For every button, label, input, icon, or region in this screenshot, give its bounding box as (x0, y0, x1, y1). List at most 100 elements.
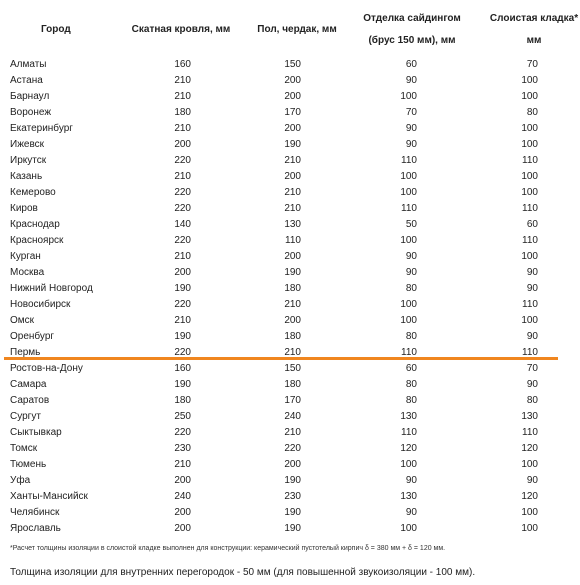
cell-masonry: 120 (521, 443, 538, 454)
footnote: *Расчет толщины изоляции в слоистой клад… (10, 545, 446, 552)
table-row: Ижевск 200 190 90 100 (0, 137, 580, 153)
cell-city: Челябинск (10, 507, 60, 518)
cell-masonry: 100 (521, 315, 538, 326)
table-row: Омск 210 200 100 100 (0, 313, 580, 329)
table-row: Пермь 220 210 110 110 (0, 345, 580, 361)
table-row: Алматы 160 150 60 70 (0, 57, 580, 73)
cell-masonry: 100 (521, 251, 538, 262)
cell-masonry: 70 (526, 59, 538, 70)
header-floor-attic: Пол, чердак, мм (257, 24, 337, 35)
cell-city: Сыктывкар (10, 427, 62, 438)
cell-pitched-roof: 200 (174, 523, 191, 534)
cell-city: Томск (10, 443, 38, 454)
cell-siding: 100 (400, 171, 417, 182)
cell-floor-attic: 170 (284, 395, 301, 406)
cell-siding: 90 (405, 507, 417, 518)
cell-floor-attic: 180 (284, 379, 301, 390)
cell-pitched-roof: 220 (174, 427, 191, 438)
header-masonry-line2: мм (526, 35, 542, 46)
header-city: Город (41, 24, 71, 35)
cell-pitched-roof: 220 (174, 187, 191, 198)
table-row: Ханты-Мансийск 240 230 130 120 (0, 489, 580, 505)
table-row: Сургут 250 240 130 130 (0, 409, 580, 425)
cell-siding: 130 (400, 491, 417, 502)
table-body: Алматы 160 150 60 70 Астана 210 200 90 100 Барнаул… (0, 57, 580, 537)
cell-siding: 70 (405, 107, 417, 118)
cell-floor-attic: 190 (284, 507, 301, 518)
cell-masonry: 100 (521, 507, 538, 518)
table-row: Саратов 180 170 80 80 (0, 393, 580, 409)
cell-floor-attic: 190 (284, 267, 301, 278)
cell-city: Алматы (10, 59, 47, 70)
cell-city: Иркутск (10, 155, 47, 166)
cell-floor-attic: 200 (284, 75, 301, 86)
table-row: Киров 220 210 110 110 (0, 201, 580, 217)
cell-pitched-roof: 190 (174, 283, 191, 294)
cell-masonry: 110 (522, 427, 538, 438)
cell-siding: 100 (400, 299, 417, 310)
cell-pitched-roof: 160 (174, 363, 191, 374)
cell-floor-attic: 180 (284, 331, 301, 342)
cell-floor-attic: 210 (284, 427, 301, 438)
cell-masonry: 100 (521, 123, 538, 134)
cell-city: Курган (10, 251, 41, 262)
cell-siding: 90 (405, 139, 417, 150)
cell-siding: 90 (405, 75, 417, 86)
cell-masonry: 110 (522, 155, 538, 166)
cell-masonry: 90 (526, 267, 538, 278)
table-row: Кемерово 220 210 100 100 (0, 185, 580, 201)
cell-pitched-roof: 210 (174, 91, 191, 102)
cell-siding: 100 (400, 315, 417, 326)
table-row: Челябинск 200 190 90 100 (0, 505, 580, 521)
cell-floor-attic: 200 (284, 251, 301, 262)
cell-pitched-roof: 200 (174, 267, 191, 278)
cell-masonry: 120 (521, 491, 538, 502)
cell-floor-attic: 200 (284, 123, 301, 134)
cell-masonry: 100 (521, 139, 538, 150)
cell-pitched-roof: 180 (174, 395, 191, 406)
cell-masonry: 100 (521, 75, 538, 86)
cell-city: Ханты-Мансийск (10, 491, 88, 502)
cell-siding: 100 (400, 523, 417, 534)
table-row: Сыктывкар 220 210 110 110 (0, 425, 580, 441)
cell-siding: 100 (400, 91, 417, 102)
table-row: Новосибирск 220 210 100 110 (0, 297, 580, 313)
cell-masonry: 100 (521, 523, 538, 534)
cell-pitched-roof: 240 (174, 491, 191, 502)
table-row: Уфа 200 190 90 90 (0, 473, 580, 489)
cell-city: Самара (10, 379, 47, 390)
cell-pitched-roof: 190 (174, 379, 191, 390)
cell-siding: 90 (405, 251, 417, 262)
cell-pitched-roof: 250 (174, 411, 191, 422)
cell-floor-attic: 130 (284, 219, 301, 230)
cell-pitched-roof: 200 (174, 507, 191, 518)
cell-city: Астана (10, 75, 43, 86)
header-pitched-roof: Скатная кровля, мм (131, 24, 231, 35)
cell-city: Киров (10, 203, 38, 214)
cell-pitched-roof: 190 (174, 331, 191, 342)
cell-city: Ростов-на-Дону (10, 363, 83, 374)
cell-city: Оренбург (10, 331, 55, 342)
cell-masonry: 110 (522, 203, 538, 214)
header-masonry-line1: Слоистая кладка* (489, 13, 579, 24)
cell-pitched-roof: 220 (174, 299, 191, 310)
cell-siding: 80 (405, 283, 417, 294)
table-row: Курган 210 200 90 100 (0, 249, 580, 265)
cell-floor-attic: 210 (284, 347, 301, 358)
cell-city: Екатеринбург (10, 123, 73, 134)
cell-siding: 90 (405, 123, 417, 134)
cell-siding: 110 (401, 347, 417, 358)
cell-pitched-roof: 210 (174, 123, 191, 134)
cell-city: Уфа (10, 475, 31, 486)
cell-siding: 110 (401, 155, 417, 166)
cell-pitched-roof: 210 (174, 251, 191, 262)
cell-floor-attic: 210 (284, 299, 301, 310)
table-row: Воронеж 180 170 70 80 (0, 105, 580, 121)
cell-floor-attic: 230 (284, 491, 301, 502)
cell-siding: 100 (400, 459, 417, 470)
cell-floor-attic: 210 (284, 155, 301, 166)
cell-masonry: 60 (526, 219, 538, 230)
cell-city: Нижний Новгород (10, 283, 93, 294)
cell-siding: 80 (405, 331, 417, 342)
